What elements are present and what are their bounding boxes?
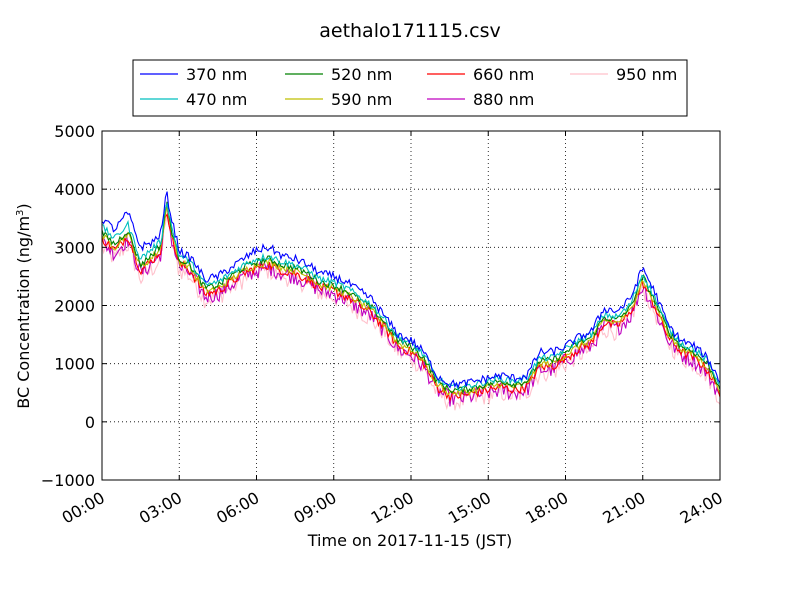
series-line-880-nm xyxy=(101,204,721,407)
y-axis-label-main: BC Concentration (ng/m xyxy=(14,216,33,409)
x-tick-label: 18:00 xyxy=(522,488,571,528)
y-tick-label: 4000 xyxy=(54,180,95,199)
y-axis: 5000 4000 3000 2000 1000 0 −1000 xyxy=(41,122,95,490)
x-axis: 00:00 03:00 06:00 09:00 12:00 15:00 18:00 21:00… xyxy=(59,488,726,528)
legend-label: 880 nm xyxy=(473,90,534,109)
series-line-520-nm xyxy=(101,201,721,396)
legend-label: 370 nm xyxy=(186,65,247,84)
y-axis-label: BC Concentration (ng/m3) xyxy=(14,203,33,408)
x-axis-label: Time on 2017-11-15 (JST) xyxy=(307,531,512,550)
legend-label: 470 nm xyxy=(186,90,247,109)
y-tick-label: 2000 xyxy=(54,297,95,316)
legend-items: 370 nm 470 nm 520 nm 590 nm 660 nm 880 nm 950 … xyxy=(140,65,677,109)
series-line-370-nm xyxy=(101,191,721,389)
axis-ticks xyxy=(101,130,721,481)
series-line-470-nm xyxy=(101,203,721,392)
series-line-590-nm xyxy=(101,206,721,397)
x-tick-label: 00:00 xyxy=(59,488,108,528)
y-axis-label-sup: 3 xyxy=(15,210,26,216)
y-tick-label: 1000 xyxy=(54,355,95,374)
y-tick-label: −1000 xyxy=(41,471,95,490)
chart-title: aethalo171115.csv xyxy=(319,20,501,42)
x-tick-label: 21:00 xyxy=(599,488,648,528)
x-tick-label: 24:00 xyxy=(677,488,726,528)
x-tick-label: 15:00 xyxy=(445,488,494,528)
plot-area xyxy=(101,130,721,481)
x-tick-label: 12:00 xyxy=(368,488,417,528)
x-tick-label: 09:00 xyxy=(290,488,339,528)
series-line-660-nm xyxy=(101,212,721,403)
legend: 370 nm 470 nm 520 nm 590 nm 660 nm 880 nm 950 … xyxy=(132,59,688,117)
x-tick-label: 06:00 xyxy=(213,488,262,528)
x-tick-label: 03:00 xyxy=(136,488,185,528)
legend-label: 950 nm xyxy=(616,65,677,84)
series-lines xyxy=(101,191,721,411)
y-tick-label: 3000 xyxy=(54,238,95,257)
y-tick-label: 5000 xyxy=(54,122,95,141)
y-tick-label: 0 xyxy=(85,413,95,432)
legend-box xyxy=(132,59,688,117)
y-axis-label-close: ) xyxy=(14,203,33,209)
legend-label: 520 nm xyxy=(331,65,392,84)
series-line-950-nm xyxy=(101,213,721,411)
legend-label: 590 nm xyxy=(331,90,392,109)
legend-label: 660 nm xyxy=(473,65,534,84)
